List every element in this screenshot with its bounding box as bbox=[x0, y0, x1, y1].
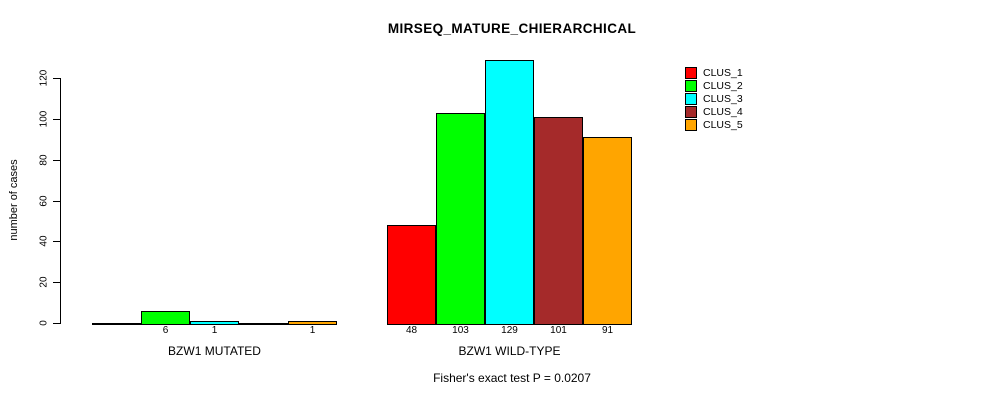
y-axis-line bbox=[60, 78, 61, 324]
bar-clus_4 bbox=[534, 117, 583, 325]
group-label: BZW1 MUTATED bbox=[168, 344, 261, 358]
bar-value-label: 91 bbox=[601, 325, 614, 336]
legend-label: CLUS_4 bbox=[703, 106, 743, 118]
legend-label: CLUS_2 bbox=[703, 80, 743, 92]
bar-clus_4 bbox=[239, 323, 288, 325]
bar-value-label: 129 bbox=[501, 325, 518, 336]
y-tick bbox=[53, 159, 60, 161]
bar-clus_3 bbox=[190, 321, 239, 325]
legend-swatch-clus_4 bbox=[685, 106, 697, 118]
legend-swatch-clus_3 bbox=[685, 93, 697, 105]
y-tick bbox=[53, 241, 60, 243]
y-tick-label: 40 bbox=[38, 235, 50, 247]
bar-clus_1 bbox=[387, 225, 436, 325]
legend-swatch-clus_1 bbox=[685, 67, 697, 79]
y-tick-label: 60 bbox=[38, 194, 50, 207]
y-tick-label: 80 bbox=[38, 154, 50, 166]
bar-clus_5 bbox=[583, 137, 632, 325]
y-tick bbox=[53, 323, 60, 324]
bar-value-label: 1 bbox=[211, 325, 218, 336]
bar-value-label: 1 bbox=[309, 325, 316, 336]
y-tick bbox=[53, 282, 60, 284]
legend-label: CLUS_5 bbox=[703, 119, 743, 131]
legend-label: CLUS_3 bbox=[703, 93, 743, 105]
y-tick-label: 120 bbox=[38, 69, 50, 87]
bar-clus_2 bbox=[141, 311, 190, 325]
fisher-test-pvalue: Fisher's exact test P = 0.0207 bbox=[433, 371, 591, 385]
bar-clus_5 bbox=[288, 321, 337, 325]
bar-clus_2 bbox=[436, 113, 485, 325]
y-tick-label: 20 bbox=[38, 276, 50, 288]
bar-value-label: 101 bbox=[550, 325, 567, 336]
y-axis-label: number of cases bbox=[8, 159, 20, 241]
group-label: BZW1 WILD-TYPE bbox=[458, 344, 561, 358]
legend-swatch-clus_5 bbox=[685, 119, 697, 131]
legend-swatch-clus_2 bbox=[685, 80, 697, 92]
y-tick bbox=[53, 200, 60, 202]
bar-value-label: 48 bbox=[405, 325, 418, 336]
legend-label: CLUS_1 bbox=[703, 67, 743, 79]
bar-value-label: 103 bbox=[452, 325, 469, 336]
y-tick bbox=[53, 78, 60, 79]
bar-clus_3 bbox=[485, 60, 534, 325]
chart-title: MIRSEQ_MATURE_CHIERARCHICAL bbox=[387, 21, 637, 36]
bar-clus_1 bbox=[92, 323, 141, 325]
y-tick bbox=[53, 118, 60, 120]
y-tick-label: 0 bbox=[38, 320, 50, 326]
bar-value-label: 6 bbox=[162, 325, 169, 336]
y-tick-label: 100 bbox=[38, 110, 50, 128]
